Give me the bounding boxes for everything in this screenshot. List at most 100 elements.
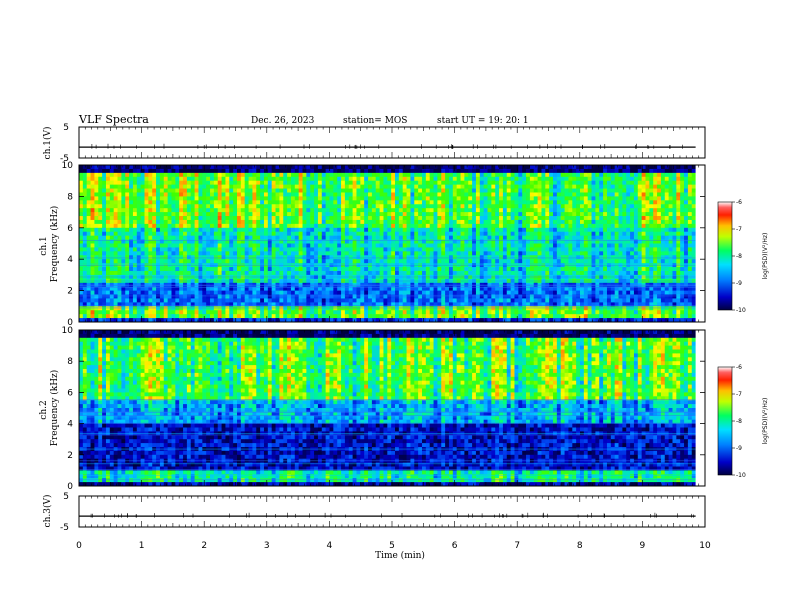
spectrogram-cell (456, 208, 461, 213)
spectrogram-cell (105, 176, 111, 182)
spectrogram-cell (502, 267, 508, 272)
spectrogram-cell (333, 204, 338, 209)
spectrogram-cell (533, 255, 538, 260)
spectrogram-cell (279, 204, 284, 209)
spectrogram-cell (429, 231, 434, 237)
spectrogram-cell (159, 231, 165, 237)
spectrogram-cell (456, 212, 461, 217)
spectrogram-cell (487, 314, 492, 319)
spectrogram-cell (144, 216, 149, 221)
spectrogram-cell (244, 204, 249, 209)
spectrogram-cell (522, 259, 527, 264)
spectrogram-cell (533, 310, 538, 315)
spectrogram-cell (506, 227, 512, 233)
spectrogram-cell (387, 227, 392, 233)
spectrogram-cell (364, 204, 369, 209)
spectrogram-cell (402, 314, 407, 319)
spectrogram-cell (518, 208, 523, 213)
spectrogram-cell (541, 298, 546, 303)
spectrogram-cell (533, 259, 538, 264)
spectrogram-cell (252, 310, 257, 315)
spectrogram-cell (163, 243, 169, 248)
spectrogram-cell (421, 219, 427, 225)
spectrogram-cell (429, 176, 434, 182)
spectrogram-cell (202, 204, 207, 209)
spectrogram-cell (156, 176, 161, 182)
spectrogram-cell (233, 180, 238, 186)
spectrogram-cell (414, 188, 419, 193)
spectrogram-cell (109, 172, 115, 178)
spectrogram-cell (464, 200, 469, 205)
spectrogram-cell (433, 302, 438, 307)
spectrogram-cell (179, 227, 184, 233)
spectrogram-cell (136, 239, 142, 244)
spectrogram-cell (429, 204, 434, 209)
spectrogram-cell (433, 239, 438, 244)
spectrogram-cell (159, 259, 165, 264)
spectrogram-cell (86, 251, 91, 256)
spectrogram-cell (90, 243, 95, 248)
spectrogram-cell (275, 270, 280, 276)
spectrogram-cell (279, 267, 284, 272)
spectrogram-cell (344, 259, 350, 264)
spectrogram-cell (129, 196, 134, 201)
spectrogram-cell (90, 267, 95, 272)
spectrogram-cell (156, 208, 161, 213)
spectrogram-cell (229, 239, 234, 244)
spectrogram-cell (445, 188, 450, 193)
spectrogram-cell (237, 314, 242, 319)
spectrogram-cell (125, 184, 130, 189)
spectrogram-cell (298, 208, 303, 213)
spectrogram-cell (117, 165, 122, 170)
spectrogram-cell (260, 286, 265, 292)
spectrogram-cell (156, 243, 161, 248)
spectrogram-cell (356, 165, 361, 170)
spectrogram-cell (136, 302, 142, 307)
spectrogram-cell (144, 259, 149, 264)
spectrogram-cell (468, 302, 473, 307)
spectrogram-cell (329, 180, 334, 186)
spectrogram-cell (383, 310, 388, 315)
spectrogram-cell (271, 176, 276, 182)
spectrogram-cell (121, 290, 126, 295)
spectrogram-cell (167, 227, 172, 233)
spectrogram-cell (190, 176, 196, 182)
spectrogram-cell (364, 219, 369, 225)
spectrogram-cell (533, 290, 538, 295)
spectrogram-cell (356, 231, 361, 237)
spectrogram-cell (429, 314, 434, 319)
spectrogram-cell (144, 306, 149, 311)
spectrogram-cell (425, 180, 431, 186)
spectrogram-cell (533, 298, 538, 303)
spectrogram-cell (506, 259, 512, 264)
spectrogram-cell (271, 216, 276, 221)
spectrogram-cell (105, 286, 111, 292)
spectrogram-cell (113, 318, 118, 323)
spectrogram-cell (240, 188, 246, 193)
spectrogram-cell (136, 306, 142, 311)
spectrogram-cell (156, 235, 161, 240)
spectrogram-cell (406, 318, 411, 323)
spectrogram-cell (121, 251, 126, 256)
spectrogram-cell (506, 168, 512, 174)
spectrogram-cell (433, 235, 438, 240)
spectrogram-cell (156, 180, 161, 186)
spectrogram-cell (502, 243, 508, 248)
spectrogram-cell (213, 318, 219, 323)
spectrogram-cell (190, 223, 196, 229)
spectrogram-cell (109, 165, 115, 170)
spectrogram-cell (237, 204, 242, 209)
spectrogram-cell (344, 294, 350, 299)
spectrogram-cell (140, 298, 145, 303)
spectrogram-cell (529, 231, 535, 237)
spectrogram-cell (325, 259, 330, 264)
spectrogram-cell (333, 212, 338, 217)
spectrogram-cell (526, 231, 531, 237)
spectrogram-cell (514, 172, 519, 178)
spectrogram-cell (240, 247, 246, 252)
spectrogram-cell (395, 231, 400, 237)
spectrogram-cell (437, 219, 442, 225)
spectrogram-cell (271, 168, 276, 174)
spectrogram-cell (514, 318, 519, 323)
spectrogram-cell (448, 216, 454, 221)
